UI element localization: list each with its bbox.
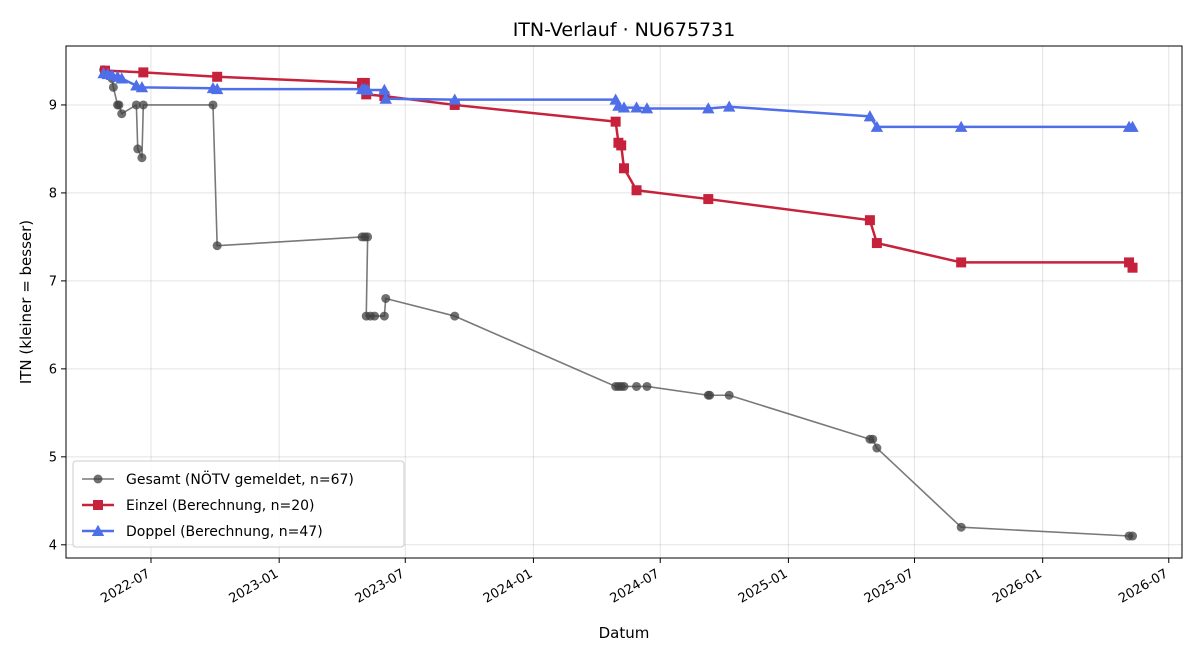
- data-point-doppel: [870, 120, 884, 132]
- legend-label: Doppel (Berechnung, n=47): [126, 524, 323, 540]
- data-point-einzel: [1124, 257, 1135, 268]
- data-point-gesamt: [114, 100, 124, 110]
- data-point-gesamt: [379, 311, 389, 321]
- y-tick-label-4: 4: [49, 538, 57, 553]
- legend-marker-square-icon: [93, 500, 103, 510]
- data-point-doppel: [640, 102, 654, 114]
- data-point-doppel: [863, 110, 877, 122]
- data-point-einzel: [616, 140, 627, 151]
- data-point-einzel: [1127, 262, 1138, 273]
- chart-title: ITN-Verlauf · NU675731: [513, 19, 736, 41]
- data-point-gesamt: [632, 381, 642, 391]
- data-point-gesamt: [381, 293, 391, 303]
- data-point-doppel: [210, 82, 224, 95]
- data-point-einzel: [631, 185, 642, 196]
- data-point-gesamt: [705, 390, 715, 400]
- data-point-doppel: [1126, 120, 1139, 132]
- data-point-einzel: [956, 257, 967, 268]
- data-point-gesamt: [117, 109, 127, 119]
- data-point-doppel: [378, 83, 391, 95]
- data-point-doppel: [448, 93, 461, 105]
- legend-entry: Doppel (Berechnung, n=47): [82, 524, 323, 540]
- data-point-einzel: [871, 238, 882, 249]
- data-point-einzel: [449, 99, 460, 110]
- y-tick-label-5: 5: [49, 450, 57, 465]
- data-point-einzel: [212, 71, 223, 82]
- y-axis-label: ITN (kleiner = besser): [17, 220, 35, 384]
- legend-entry: Einzel (Berechnung, n=20): [82, 498, 315, 514]
- legend-label: Einzel (Berechnung, n=20): [126, 498, 315, 514]
- data-point-doppel: [722, 100, 736, 112]
- legend-label: Gesamt (NÖTV gemeldet, n=67): [126, 470, 354, 488]
- data-point-einzel: [864, 215, 875, 226]
- data-point-gesamt: [956, 522, 966, 532]
- data-point-doppel: [379, 92, 392, 104]
- data-point-gesamt: [619, 381, 629, 391]
- data-point-gesamt: [133, 144, 143, 154]
- data-point-gesamt: [642, 381, 652, 391]
- data-point-doppel: [954, 120, 968, 132]
- data-point-gesamt: [208, 100, 218, 110]
- data-point-gesamt: [868, 434, 878, 444]
- series-doppel: [97, 67, 1139, 132]
- data-point-gesamt: [724, 390, 734, 400]
- legend-entry: Gesamt (NÖTV gemeldet, n=67): [82, 470, 354, 488]
- legend-marker-circle-icon: [93, 474, 103, 484]
- legend-entries: Gesamt (NÖTV gemeldet, n=67) Einzel (Bere…: [82, 470, 354, 540]
- y-tick-label-9: 9: [49, 98, 57, 113]
- data-point-gesamt: [131, 100, 141, 110]
- data-point-gesamt: [212, 241, 222, 251]
- data-point-einzel: [610, 116, 621, 127]
- data-point-einzel: [703, 194, 714, 205]
- data-point-einzel: [619, 163, 629, 174]
- data-point-gesamt: [138, 100, 148, 110]
- data-point-doppel: [617, 101, 631, 113]
- legend: Gesamt (NÖTV gemeldet, n=67) Einzel (Bere…: [72, 460, 405, 548]
- data-point-doppel: [135, 81, 149, 93]
- data-point-doppel: [115, 72, 128, 84]
- plot-frame: [65, 45, 1183, 559]
- x-axis-label: Datum: [599, 624, 650, 642]
- data-point-gesamt: [363, 232, 373, 242]
- data-point-gesamt: [1128, 531, 1138, 541]
- data-point-einzel: [138, 67, 149, 78]
- data-point-gesamt: [108, 82, 118, 92]
- data-point-doppel: [630, 101, 643, 113]
- data-point-gesamt: [137, 153, 147, 163]
- y-tick-label-7: 7: [49, 274, 57, 289]
- y-tick-label-8: 8: [49, 186, 57, 201]
- series-layer: [97, 65, 1139, 541]
- y-tick-label-6: 6: [49, 362, 57, 377]
- data-point-gesamt: [450, 311, 460, 321]
- data-point-doppel: [702, 102, 715, 114]
- legend-marker-triangle-icon: [91, 524, 105, 536]
- data-point-gesamt: [370, 311, 380, 321]
- legend-box: [72, 460, 405, 548]
- data-point-doppel: [361, 83, 374, 95]
- data-point-gesamt: [872, 443, 882, 453]
